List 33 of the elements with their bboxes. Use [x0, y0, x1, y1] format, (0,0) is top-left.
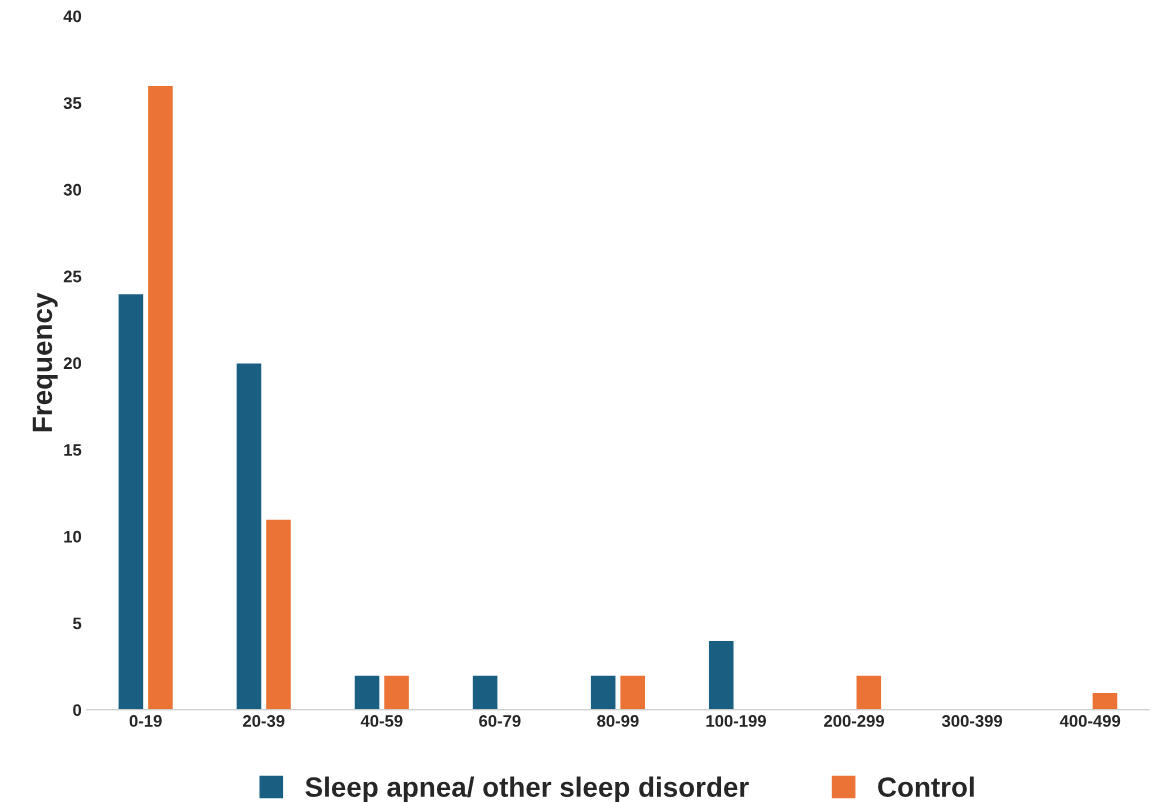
bar [146, 84, 175, 710]
x-tick-label: 20-39 [242, 715, 285, 727]
y-tick-label: 40 [63, 10, 82, 23]
x-tick-label: 400-499 [1059, 715, 1121, 727]
x-tick-label: 0-19 [129, 715, 162, 727]
x-tick-label: 200-299 [824, 715, 885, 727]
bar [382, 674, 411, 710]
y-tick-label: 20 [63, 357, 82, 370]
bar [707, 639, 735, 710]
y-tick-label: 35 [63, 97, 82, 109]
x-tick-label: 80-99 [597, 715, 639, 727]
x-tick-label: 300-399 [941, 715, 1003, 727]
y-tick-label: 15 [64, 444, 82, 456]
bar [353, 674, 381, 710]
bar [235, 362, 263, 710]
y-axis-title: Frequency [32, 292, 58, 432]
bar [471, 674, 499, 710]
x-tick-label: 100-199 [706, 715, 766, 727]
legend-label: Sleep apnea/ other sleep disorder [305, 776, 749, 802]
bar [264, 518, 293, 710]
y-tick-label: 25 [63, 270, 82, 283]
bar [1091, 691, 1119, 710]
bar [117, 292, 145, 710]
y-tick-label: 10 [64, 530, 82, 543]
y-tick-label: 0 [73, 704, 82, 716]
bar [589, 674, 617, 710]
bar [855, 674, 883, 710]
y-tick-label: 5 [73, 617, 82, 630]
y-tick-label: 30 [63, 183, 82, 196]
legend-label: Control [878, 776, 974, 797]
bar [619, 674, 647, 710]
x-tick-label: 40-59 [360, 715, 403, 727]
x-tick-label: 60-79 [479, 715, 521, 727]
